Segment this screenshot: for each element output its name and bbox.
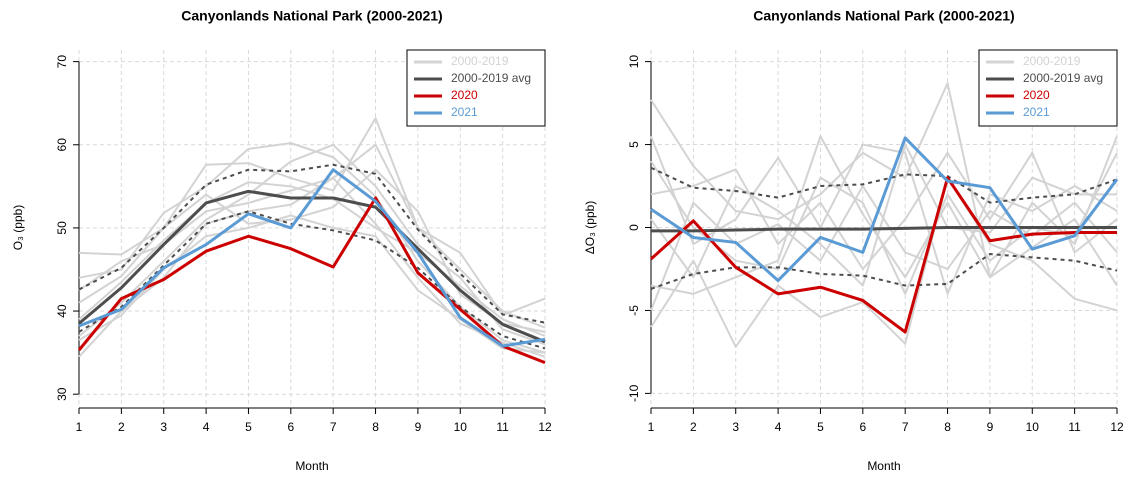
x-tick-label: 2 bbox=[690, 420, 697, 434]
y-tick-label: 70 bbox=[55, 55, 69, 69]
y-axis-label: ΔO₃ (ppb) bbox=[583, 201, 597, 255]
y-tick-label: 5 bbox=[627, 141, 641, 148]
year-line bbox=[650, 135, 1118, 295]
x-tick-label: 12 bbox=[538, 420, 552, 434]
legend-label: 2021 bbox=[1023, 105, 1050, 119]
x-tick-label: 11 bbox=[496, 420, 509, 434]
x-axis-label: Month bbox=[867, 459, 900, 473]
x-tick-label: 1 bbox=[76, 420, 83, 434]
x-tick-label: 6 bbox=[859, 420, 866, 434]
y-tick-label: -5 bbox=[627, 305, 641, 316]
legend-label: 2020 bbox=[451, 88, 478, 102]
x-tick-label: 7 bbox=[902, 420, 909, 434]
x-tick-label: 9 bbox=[415, 420, 422, 434]
x-tick-label: 4 bbox=[203, 420, 210, 434]
chart-title: Canyonlands National Park (2000-2021) bbox=[753, 8, 1014, 24]
year-line bbox=[78, 143, 546, 346]
upper-band bbox=[78, 163, 546, 324]
year-line bbox=[650, 185, 1118, 311]
x-tick-label: 10 bbox=[1026, 420, 1040, 434]
year-line bbox=[650, 176, 1118, 348]
x-tick-label: 9 bbox=[987, 420, 994, 434]
legend-label: 2020 bbox=[1023, 88, 1050, 102]
x-tick-label: 8 bbox=[944, 420, 951, 434]
x-tick-label: 8 bbox=[372, 420, 379, 434]
year-line bbox=[78, 143, 546, 329]
legend-label: 2000-2019 bbox=[451, 54, 509, 68]
x-tick-label: 3 bbox=[160, 420, 167, 434]
chart-title: Canyonlands National Park (2000-2021) bbox=[181, 8, 442, 24]
y-tick-label: -10 bbox=[627, 384, 641, 402]
series-line bbox=[78, 168, 546, 348]
y-tick-label: 60 bbox=[55, 138, 69, 152]
year-line bbox=[650, 143, 1117, 287]
x-tick-label: 6 bbox=[287, 420, 294, 434]
lower-band bbox=[650, 253, 1118, 290]
y-tick-label: 40 bbox=[55, 304, 69, 318]
series-line bbox=[650, 136, 1119, 283]
x-tick-label: 4 bbox=[775, 420, 782, 434]
y-tick-label: 10 bbox=[627, 55, 641, 69]
legend-label: 2000-2019 avg bbox=[451, 71, 531, 85]
x-tick-label: 2 bbox=[118, 420, 125, 434]
year-line bbox=[650, 151, 1118, 270]
legend-label: 2000-2019 bbox=[1023, 54, 1081, 68]
year-line bbox=[78, 168, 546, 333]
series-line bbox=[651, 226, 1117, 233]
x-tick-label: 5 bbox=[817, 420, 824, 434]
y-tick-label: 50 bbox=[55, 221, 69, 235]
x-tick-label: 12 bbox=[1110, 420, 1124, 434]
year-line bbox=[650, 135, 1118, 295]
y-tick-label: 0 bbox=[627, 224, 641, 231]
x-tick-label: 10 bbox=[454, 420, 468, 434]
x-tick-label: 7 bbox=[330, 420, 337, 434]
lower-band bbox=[78, 210, 546, 350]
y-axis-label: O₃ (ppb) bbox=[11, 205, 25, 251]
upper-band bbox=[650, 166, 1118, 204]
series-line bbox=[77, 196, 546, 364]
y-tick-label: 30 bbox=[55, 387, 69, 401]
x-tick-label: 3 bbox=[732, 420, 739, 434]
x-tick-label: 11 bbox=[1068, 420, 1081, 434]
series-line bbox=[649, 176, 1117, 334]
x-axis-label: Month bbox=[295, 459, 328, 473]
x-tick-label: 5 bbox=[245, 420, 252, 434]
legend-label: 2000-2019 avg bbox=[1023, 71, 1103, 85]
legend-label: 2021 bbox=[451, 105, 478, 119]
x-tick-label: 1 bbox=[648, 420, 655, 434]
